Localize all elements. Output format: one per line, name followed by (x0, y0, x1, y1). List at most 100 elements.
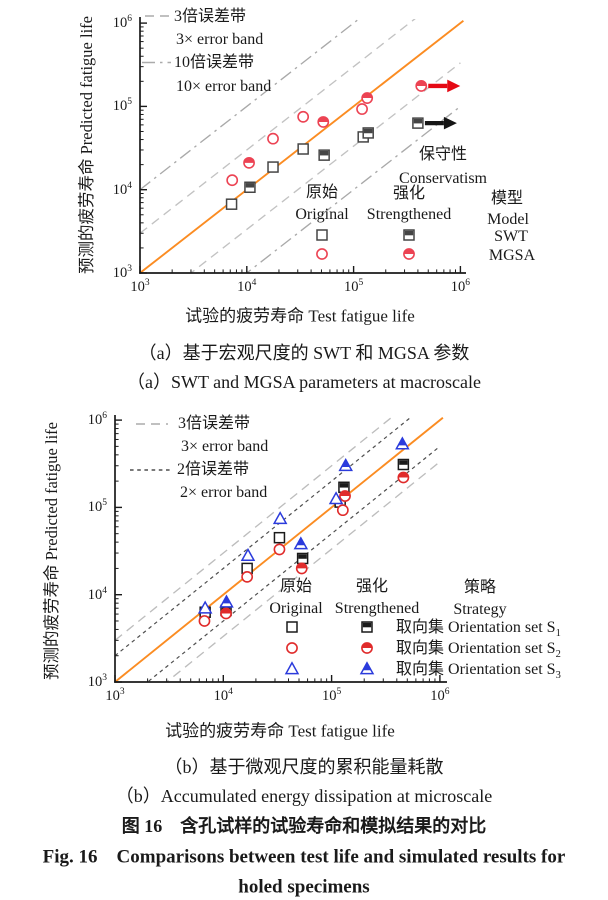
tick-exponent: 5 (336, 686, 342, 697)
y-tick-label-b-1e5: 105 (87, 498, 107, 516)
x-tick-label-a-1e4: 104 (237, 277, 257, 295)
panel-b-y-axis-label: 预测的疲劳寿命 Predicted fatigue life (41, 422, 61, 680)
panel-b-legend-row-set3: 取向集 Orientation set S3 (396, 661, 561, 682)
point-a-s1-0-fill (245, 183, 255, 188)
point-b-s3-0-fill (220, 608, 232, 614)
point-a-s0-2 (297, 143, 309, 155)
row-set3-en: Orientation set S (448, 661, 556, 678)
panel-b-legend-col-strengthened-en: Strengthened (334, 600, 420, 617)
caption-figure-cn: 图 16 含孔试样的试验寿命和模拟结果的对比 (121, 816, 487, 836)
point-b-s5-2-fill (341, 459, 350, 467)
tick-exponent: 6 (102, 411, 107, 422)
panel-a-legend-band3-cn: 3倍误差带 (174, 8, 247, 25)
x-tick-label-a-1e5: 105 (343, 277, 364, 295)
x-tick-label-b-1e4: 104 (213, 686, 233, 704)
x-tick-label-b-1e5: 105 (321, 686, 342, 704)
tick-exponent: 6 (465, 277, 471, 288)
error-band-3x-lower-b (165, 461, 441, 682)
tick-exponent: 3 (127, 263, 132, 274)
panel-a-legend-col-original-cn: 原始 (305, 184, 339, 201)
point-b-s1-3-fill (399, 460, 408, 465)
row-set2-sub: 2 (555, 649, 561, 661)
panel-a-legend-col-original-en: Original (295, 206, 349, 223)
tick-exponent: 4 (127, 180, 132, 191)
point-a-s1-3-fill (413, 118, 423, 124)
legend-marker-open-square-b (286, 621, 298, 633)
point-b-s5-1-fill (296, 537, 305, 546)
tick-exponent: 3 (102, 672, 107, 683)
panel-a-legend-band10-en: 10× error band (176, 78, 272, 95)
error-band-2x-upper-b (115, 417, 413, 657)
point-b-s3-1-fill (296, 563, 307, 569)
tick-exponent: 3 (119, 686, 125, 697)
caption-panel-a-en: （a）SWT and MGSA parameters at macroscale (126, 372, 482, 392)
error-band-2x-lower-b (146, 445, 441, 682)
row-set3-cn: 取向集 (396, 661, 445, 678)
point-b-s2-0 (198, 615, 211, 627)
panel-a-annotation-conservatism-cn: 保守性 (418, 146, 468, 163)
x-tick-label-b-1e3: 103 (105, 686, 125, 704)
tick-exponent: 3 (144, 277, 150, 288)
panel-b-legend-band3-en: 3× error band (181, 438, 269, 455)
point-a-s2-1 (267, 132, 279, 145)
panel-b-x-axis-label: 试验的疲劳寿命 Test fatigue life (165, 721, 395, 741)
panel-a-legend-row-mgsa: MGSA (488, 247, 536, 264)
point-a-s0-1 (267, 161, 279, 173)
point-a-s2-0 (226, 174, 239, 187)
legend-marker-half-square-b-fill (362, 622, 372, 628)
panel-b-legend-col-strengthened-cn: 强化 (355, 578, 389, 595)
panel-b-legend-col-original-en: Original (269, 600, 323, 617)
y-tick-label-a-1e6: 106 (112, 14, 132, 31)
legend-marker-half-square-a-fill (404, 230, 414, 236)
panel-b-legend-band2-en: 2× error band (180, 484, 268, 501)
caption-panel-a-cn: （a）基于宏观尺度的 SWT 和 MGSA 参数 (138, 343, 470, 363)
y-tick-label-b-1e3: 103 (87, 672, 107, 690)
point-a-s2-2 (297, 110, 310, 123)
legend-marker-half-circle-a-fill (403, 248, 415, 254)
x-tick-label-b-1e6: 106 (430, 686, 450, 704)
point-a-s1-2-fill (364, 128, 373, 134)
panel-b-legend-col-strategy-cn: 策略 (463, 579, 497, 596)
point-b-s2-3 (336, 504, 349, 517)
caption-figure-en-line2: holed specimens (238, 876, 370, 898)
point-b-s3-3-fill (398, 472, 409, 478)
tick-exponent: 5 (358, 277, 364, 288)
panel-a-legend-row-swt: SWT (494, 228, 528, 245)
panel-a-y-axis-label: 预测的疲劳寿命 Predicted fatigue life (76, 16, 96, 274)
arrow-head-square (443, 116, 457, 130)
point-b-s5-0-fill (222, 596, 231, 604)
point-b-s2-2 (273, 543, 286, 556)
tick-exponent: 6 (127, 14, 132, 25)
panel-a-legend-col-model-cn: 模型 (490, 190, 524, 207)
y-tick-label-b-1e4: 104 (87, 585, 107, 603)
panel-b-legend-band3-cn: 3倍误差带 (178, 415, 251, 432)
point-b-s0-2 (273, 531, 286, 544)
row-set2-cn: 取向集 (396, 640, 445, 657)
point-b-s3-2-fill (339, 490, 351, 497)
tick-exponent: 4 (251, 277, 257, 288)
y-tick-label-b-1e6: 106 (87, 411, 107, 428)
row-set1-cn: 取向集 (396, 619, 445, 636)
caption-figure-en-line1: Fig. 16 Comparisons between test life an… (42, 846, 566, 868)
panel-a-legend-band10-cn: 10倍误差带 (174, 54, 255, 71)
x-tick-label-a-1e6: 106 (450, 277, 471, 295)
legend-marker-open-square-a (316, 229, 328, 241)
point-b-s4-2 (272, 511, 288, 525)
caption-panel-b-en: （b）Accumulated energy dissipation at mic… (115, 786, 493, 806)
legend-marker-open-circle-b (286, 642, 298, 654)
row-set1-en: Orientation set S (448, 619, 556, 636)
row-set3-sub: 3 (555, 670, 561, 682)
panel-b-legend-row-set2: 取向集 Orientation set S2 (396, 640, 561, 661)
panel-b-legend-col-original-cn: 原始 (279, 578, 313, 595)
error-band-3x-upper-b (115, 417, 394, 641)
panel-a-legend-col-strengthened-cn: 强化 (392, 185, 426, 202)
legend-marker-half-triangle-b-fill (363, 662, 371, 671)
point-a-s0-0 (225, 198, 238, 210)
y-tick-label-a-1e3: 103 (112, 263, 132, 281)
point-a-s2-3 (356, 103, 368, 115)
point-b-s4-1 (240, 547, 256, 562)
y-tick-label-a-1e5: 105 (112, 97, 132, 115)
legend-marker-half-circle-b-fill (361, 642, 373, 648)
